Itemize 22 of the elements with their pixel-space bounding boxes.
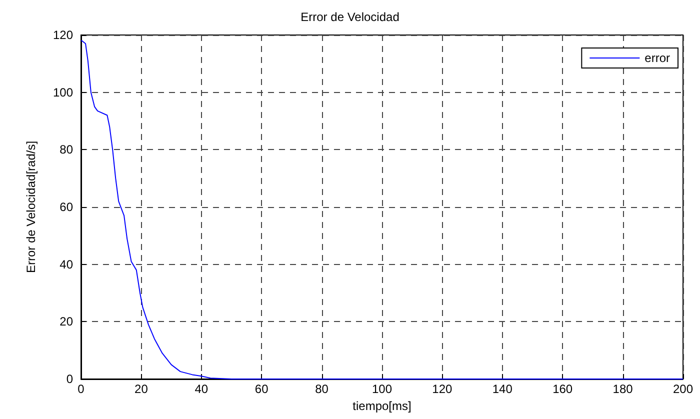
y-tick-label: 20 <box>60 314 74 329</box>
x-tick-label: 140 <box>492 382 513 396</box>
y-tick-label: 100 <box>52 85 74 100</box>
y-tick-label: 80 <box>60 142 74 157</box>
x-tick-label: 20 <box>134 382 148 396</box>
x-tick-label: 180 <box>612 382 634 396</box>
chart-title: Error de Velocidad <box>300 10 400 24</box>
x-tick-label: 200 <box>672 382 694 396</box>
x-axis-title: tiempo[ms] <box>352 398 412 413</box>
legend-label: error <box>644 51 670 65</box>
x-tick-label: 0 <box>78 382 85 396</box>
x-tick-label: 120 <box>432 382 453 396</box>
x-tick-label: 100 <box>372 382 392 396</box>
x-tick-label: 40 <box>194 382 208 396</box>
x-tick-label: 60 <box>254 382 269 396</box>
x-tick-label: 160 <box>552 382 573 396</box>
y-tick-label: 40 <box>60 257 74 272</box>
y-tick-label: 60 <box>60 200 74 214</box>
y-tick-label: 0 <box>66 372 74 386</box>
x-tick-label: 80 <box>315 382 329 396</box>
y-tick-label: 120 <box>52 28 74 42</box>
y-axis-title: Error de Velocidad[rad/s] <box>24 140 38 274</box>
